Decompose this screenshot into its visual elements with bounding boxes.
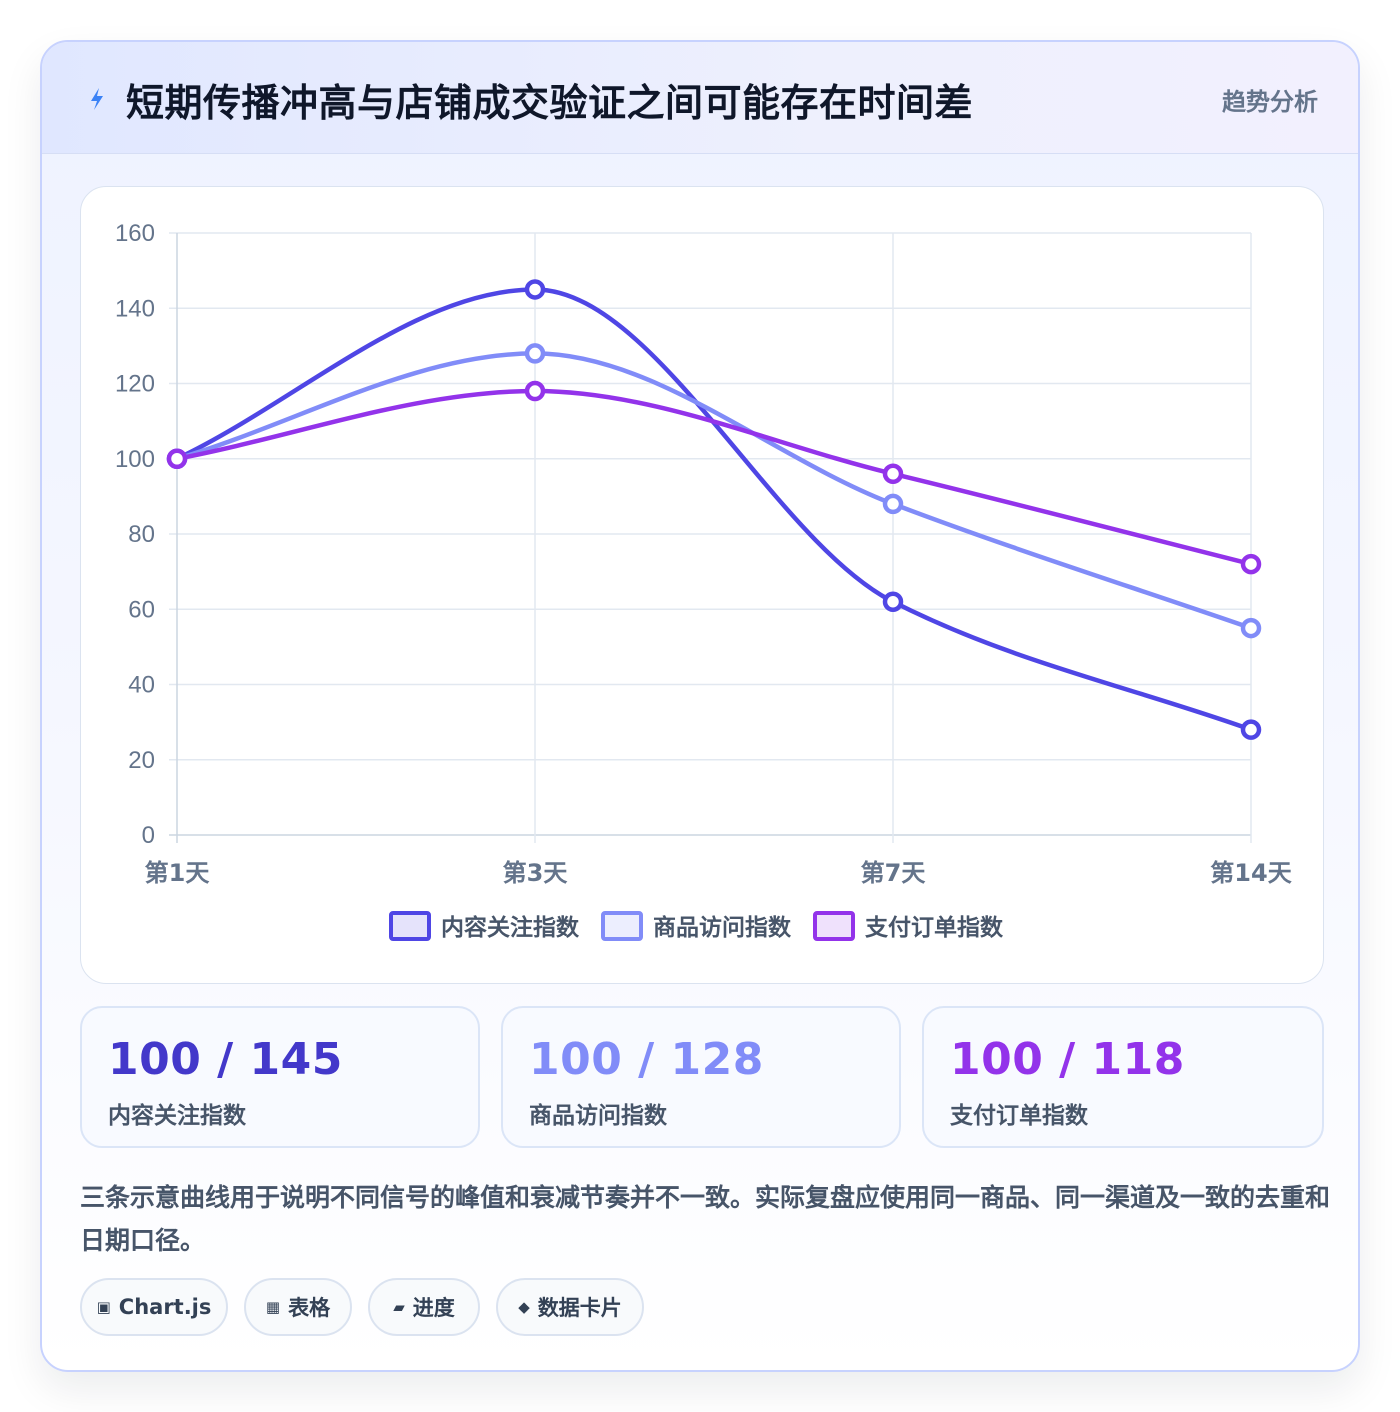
- series-line: [174, 388, 1254, 567]
- stat-label: 内容关注指数: [108, 1103, 246, 1129]
- chip-progress[interactable]: ▰ 进度: [368, 1278, 480, 1336]
- chart-panel: 0 20 40 60 80 100 120 140 160 第1天 第3天 第7天 第14天 内容关注…: [80, 186, 1324, 984]
- progress-icon: ▰: [393, 1298, 405, 1316]
- data-point: [1240, 719, 1262, 740]
- x-tick-labels: 第1天 第3天 第7天 第14天: [145, 859, 1292, 887]
- legend: 内容关注指数 商品访问指数 支付订单指数: [389, 911, 1004, 941]
- chip-label: 表格: [288, 1296, 331, 1320]
- data-point: [524, 343, 546, 364]
- line-chart: 0 20 40 60 80 100 120 140 160 第1天 第3天 第7天 第14天 内容关注…: [115, 220, 1292, 941]
- legend-swatch: [601, 911, 643, 941]
- y-tick-label: 20: [128, 747, 155, 774]
- data-point: [882, 591, 904, 612]
- bolt-icon: [91, 88, 103, 110]
- chip-label: 进度: [412, 1296, 455, 1320]
- stat-label: 支付订单指数: [950, 1103, 1088, 1129]
- card-header: 短期传播冲高与店铺成交验证之间可能存在时间差 趋势分析: [42, 42, 1358, 154]
- category-tag: 趋势分析: [1222, 88, 1318, 116]
- y-tick-labels: 0 20 40 60 80 100 120 140 160: [115, 220, 155, 849]
- chart-icon: ▣: [96, 1298, 111, 1316]
- series-line: [174, 287, 1254, 732]
- data-point: [166, 448, 188, 469]
- x-tick-label: 第1天: [145, 859, 210, 887]
- y-tick-label: 40: [128, 672, 155, 699]
- chip-label: Chart.js: [118, 1295, 212, 1319]
- legend-swatch: [389, 911, 431, 941]
- x-tick-label: 第14天: [1210, 859, 1291, 887]
- chip-table[interactable]: ▦ 表格: [244, 1278, 352, 1336]
- data-point: [1240, 553, 1262, 575]
- stat-label: 商品访问指数: [529, 1103, 667, 1129]
- series-line: [174, 351, 1254, 631]
- data-point: [1240, 617, 1262, 639]
- page-title: 短期传播冲高与店铺成交验证之间可能存在时间差: [126, 81, 974, 125]
- stat-value: 100 / 118: [950, 1034, 1185, 1085]
- y-tick-label: 120: [115, 371, 155, 398]
- grid-lines: [169, 232, 1252, 843]
- stat-card-content: 100 / 145 内容关注指数: [80, 1006, 480, 1148]
- stat-value: 100 / 128: [529, 1034, 764, 1085]
- diamond-icon: ◆: [518, 1298, 530, 1316]
- legend-label: 商品访问指数: [653, 914, 792, 941]
- legend-label: 支付订单指数: [864, 915, 1004, 941]
- series-lines: [174, 287, 1254, 732]
- chip-chartjs[interactable]: ▣ Chart.js: [80, 1278, 228, 1336]
- y-tick-label: 160: [115, 220, 155, 247]
- y-tick-label: 100: [115, 446, 155, 473]
- x-tick-label: 第3天: [503, 859, 568, 887]
- legend-label: 内容关注指数: [441, 914, 580, 941]
- y-tick-label: 140: [115, 295, 155, 322]
- y-tick-label: 80: [128, 521, 155, 548]
- y-tick-label: 0: [142, 822, 155, 849]
- stat-card-orders: 100 / 118 支付订单指数: [922, 1006, 1324, 1148]
- chip-data-cards[interactable]: ◆ 数据卡片: [496, 1278, 644, 1336]
- stat-value: 100 / 145: [108, 1034, 343, 1085]
- data-points: [166, 279, 1262, 740]
- data-point: [882, 493, 904, 515]
- legend-swatch: [813, 911, 855, 941]
- chart-card: 短期传播冲高与店铺成交验证之间可能存在时间差 趋势分析 0 20 40 60 80 100…: [40, 40, 1360, 1372]
- data-point: [524, 380, 546, 402]
- chart-note: 三条示意曲线用于说明不同信号的峰值和衰减节奏并不一致。实际复盘应使用同一商品、同…: [80, 1183, 1331, 1255]
- chip-label: 数据卡片: [537, 1296, 622, 1320]
- data-point: [882, 463, 904, 485]
- data-point: [524, 279, 546, 300]
- table-icon: ▦: [265, 1298, 281, 1316]
- x-tick-label: 第7天: [861, 859, 926, 887]
- y-tick-label: 60: [128, 596, 155, 623]
- stat-card-visits: 100 / 128 商品访问指数: [501, 1006, 901, 1148]
